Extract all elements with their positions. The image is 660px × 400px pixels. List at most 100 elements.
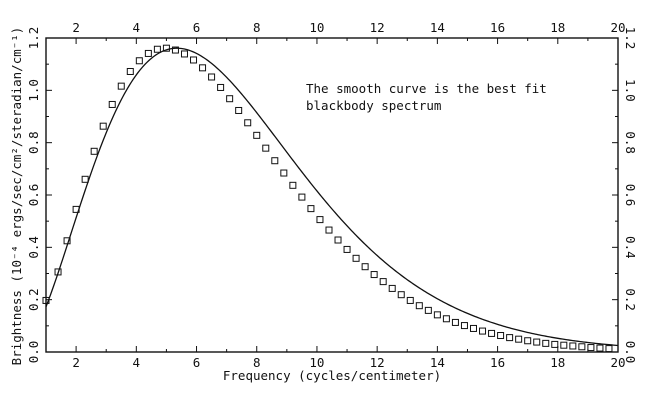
y-tick-label-right: 0.4 xyxy=(623,236,638,259)
data-point xyxy=(90,147,98,155)
y-tick-label-left: 0.0 xyxy=(26,341,41,364)
x-tick-label-bottom: 16 xyxy=(490,355,505,370)
data-point xyxy=(361,263,369,271)
data-point xyxy=(352,254,360,262)
data-point xyxy=(433,311,441,319)
data-point xyxy=(153,45,161,53)
data-point xyxy=(469,324,477,332)
data-point xyxy=(108,100,116,108)
x-tick-label-top: 2 xyxy=(72,20,80,35)
data-point xyxy=(63,237,71,245)
y-tick-label-left: 0.2 xyxy=(26,288,41,311)
y-tick-label-right: 1.0 xyxy=(623,79,638,102)
x-tick-label-top: 18 xyxy=(550,20,565,35)
data-point xyxy=(180,50,188,58)
data-point xyxy=(388,284,396,292)
data-point xyxy=(54,268,62,276)
data-point xyxy=(533,338,541,346)
data-point xyxy=(587,344,595,352)
data-point xyxy=(596,344,604,352)
data-point xyxy=(605,345,613,353)
y-tick-label-right: 0.2 xyxy=(623,288,638,311)
data-point xyxy=(81,175,89,183)
data-point xyxy=(569,342,577,350)
y-tick-label-right: 0.8 xyxy=(623,131,638,154)
x-tick-label-bottom: 12 xyxy=(370,355,385,370)
data-point xyxy=(524,337,532,345)
annotation-line-1: The smooth curve is the best fit xyxy=(306,81,547,96)
x-tick-label-top: 14 xyxy=(430,20,445,35)
y-tick-label-left: 0.8 xyxy=(26,131,41,154)
y-tick-label-right: 0.0 xyxy=(623,341,638,364)
data-point xyxy=(397,291,405,299)
data-point xyxy=(506,334,514,342)
data-point xyxy=(135,57,143,65)
x-tick-label-bottom: 18 xyxy=(550,355,565,370)
data-point xyxy=(451,318,459,326)
data-point xyxy=(442,315,450,323)
data-point xyxy=(560,341,568,349)
y-tick-label-right: 0.6 xyxy=(623,184,638,207)
x-axis-label: Frequency (cycles/centimeter) xyxy=(223,368,441,383)
fit-curve-layer xyxy=(45,47,619,347)
data-point xyxy=(542,339,550,347)
y-tick-label-left: 0.6 xyxy=(26,184,41,207)
data-point xyxy=(298,193,306,201)
x-tick-label-top: 16 xyxy=(490,20,505,35)
data-point xyxy=(162,44,170,52)
data-point xyxy=(280,169,288,177)
x-tick-label-bottom: 2 xyxy=(72,355,80,370)
annotation-line-2: blackbody spectrum xyxy=(306,98,441,113)
data-point xyxy=(325,226,333,234)
data-point xyxy=(262,144,270,152)
data-point xyxy=(479,327,487,335)
data-point xyxy=(190,56,198,64)
data-point xyxy=(406,296,414,304)
fit-curve xyxy=(45,47,619,347)
data-point xyxy=(235,106,243,114)
data-point xyxy=(144,49,152,57)
data-point xyxy=(316,216,324,224)
data-point xyxy=(578,343,586,351)
x-tick-label-bottom: 14 xyxy=(430,355,445,370)
x-tick-label-bottom: 4 xyxy=(133,355,141,370)
data-point xyxy=(244,119,252,127)
data-point xyxy=(199,64,207,72)
data-point xyxy=(497,332,505,340)
y-axis-label: Brightness (10⁻⁴ ergs/sec/cm²/steradian/… xyxy=(9,27,24,366)
data-point xyxy=(289,181,297,189)
data-point xyxy=(343,245,351,253)
y-tick-label-left: 1.2 xyxy=(26,27,41,50)
data-point xyxy=(253,131,261,139)
data-point xyxy=(551,340,559,348)
x-tick-label-bottom: 6 xyxy=(193,355,201,370)
data-point xyxy=(415,302,423,310)
data-point xyxy=(126,67,134,75)
data-point xyxy=(460,322,468,330)
x-tick-label-top: 10 xyxy=(309,20,324,35)
x-tick-label-bottom: 8 xyxy=(253,355,261,370)
data-point xyxy=(515,335,523,343)
data-point xyxy=(271,157,279,165)
y-tick-label-left: 1.0 xyxy=(26,79,41,102)
data-points-layer xyxy=(42,44,613,353)
x-tick-label-top: 20 xyxy=(610,20,625,35)
data-point xyxy=(99,122,107,130)
y-tick-label-left: 0.4 xyxy=(26,236,41,259)
data-point xyxy=(226,95,234,103)
data-point xyxy=(171,46,179,54)
data-point xyxy=(307,205,315,213)
data-point xyxy=(488,329,496,337)
x-tick-label-bottom: 10 xyxy=(309,355,324,370)
x-tick-label-top: 4 xyxy=(133,20,141,35)
x-tick-label-top: 12 xyxy=(370,20,385,35)
x-tick-label-top: 6 xyxy=(193,20,201,35)
data-point xyxy=(379,278,387,286)
data-point xyxy=(424,306,432,314)
data-point xyxy=(117,82,125,90)
x-tick-label-top: 8 xyxy=(253,20,261,35)
data-point xyxy=(370,271,378,279)
data-point xyxy=(334,236,342,244)
data-point xyxy=(72,205,80,213)
